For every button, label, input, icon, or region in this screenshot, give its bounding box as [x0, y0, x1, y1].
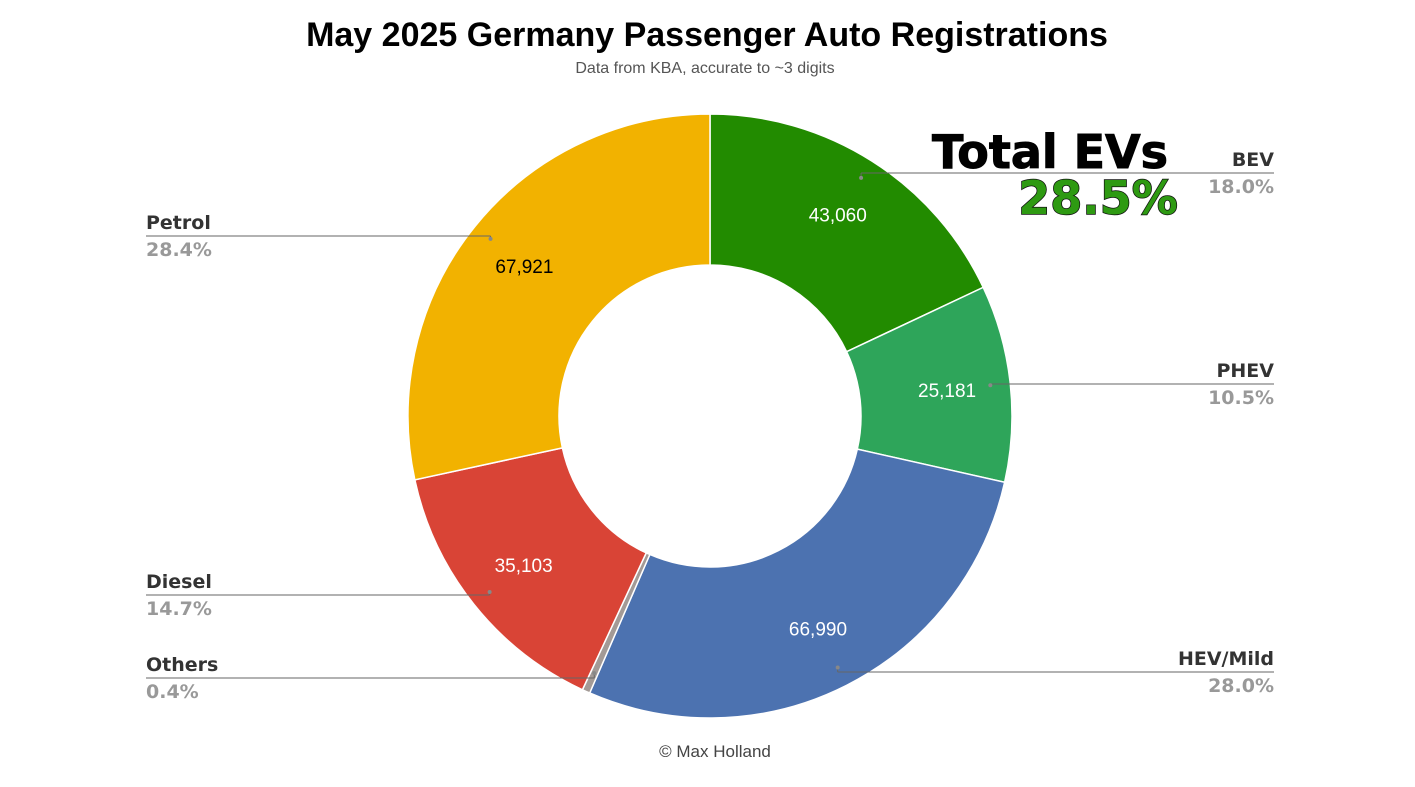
segment-diesel	[413, 447, 648, 691]
total-evs-title: Total EVs	[932, 125, 1168, 179]
category-name-diesel: Diesel	[146, 571, 212, 593]
category-name-bev: BEV	[1232, 149, 1274, 171]
category-labels: BEV 18.0% PHEV 10.5% HEV/Mild 28.0% Others 0.4%…	[146, 149, 1274, 703]
leader-dot-others	[592, 671, 597, 676]
leader-dot-diesel	[487, 589, 492, 594]
segment-bev	[709, 113, 985, 353]
category-name-phev: PHEV	[1216, 360, 1274, 382]
value-label-hev-mild: 66,990	[789, 620, 847, 641]
category-percent-petrol: 28.4%	[146, 239, 212, 261]
category-percent-others: 0.4%	[146, 681, 199, 703]
category-name-petrol: Petrol	[146, 212, 211, 234]
segment-petrol	[407, 113, 711, 481]
category-name-others: Others	[146, 654, 218, 676]
category-percent-diesel: 14.7%	[146, 598, 212, 620]
category-name-hev-mild: HEV/Mild	[1178, 648, 1274, 670]
leader-dot-phev	[988, 383, 993, 388]
segment-hev-mild	[588, 448, 1006, 719]
chart-title: May 2025 Germany Passenger Auto Registra…	[306, 16, 1108, 54]
value-label-phev: 25,181	[918, 381, 976, 402]
category-percent-hev-mild: 28.0%	[1208, 675, 1274, 697]
total-evs-value: 28.5%	[1018, 171, 1178, 225]
donut-segments	[407, 113, 1013, 719]
category-percent-bev: 18.0%	[1208, 176, 1274, 198]
value-label-petrol: 67,921	[495, 257, 553, 278]
category-percent-phev: 10.5%	[1208, 387, 1274, 409]
leader-dot-hev-mild	[835, 665, 840, 670]
leader-lines	[146, 172, 1274, 679]
value-labels: 43,060 25,181 66,990 35,103 67,921	[495, 206, 977, 641]
value-label-diesel: 35,103	[495, 556, 553, 577]
leader-dot-petrol	[488, 236, 493, 241]
chart-credit: © Max Holland	[659, 742, 771, 761]
chart-subtitle: Data from KBA, accurate to ~3 digits	[575, 60, 834, 77]
leader-dot-bev	[859, 175, 864, 180]
value-label-bev: 43,060	[809, 206, 867, 227]
